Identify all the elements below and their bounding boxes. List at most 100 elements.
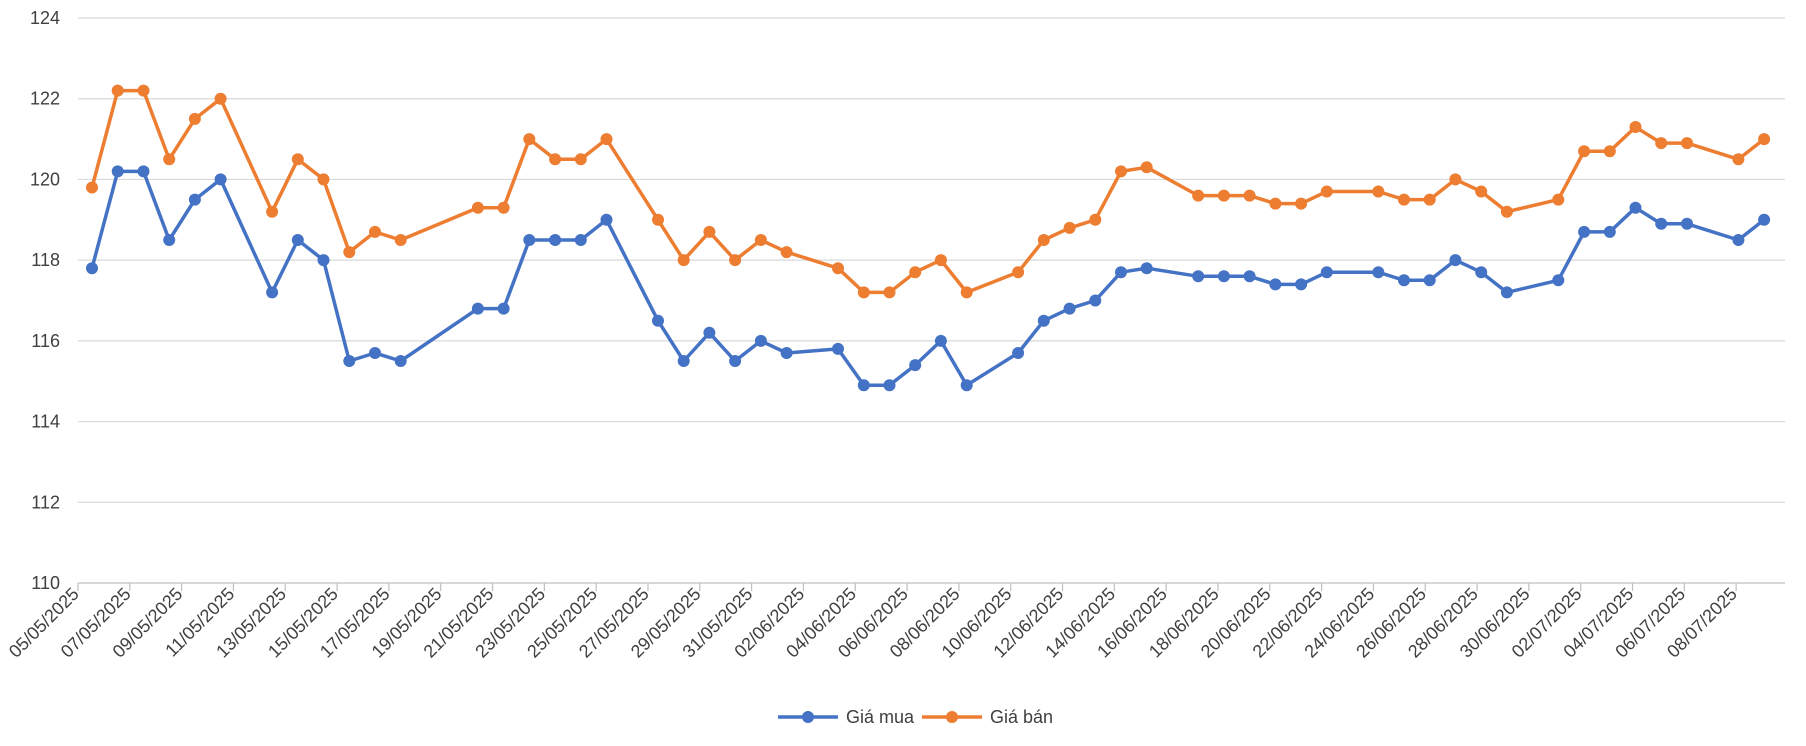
data-point	[1655, 137, 1668, 150]
data-point	[857, 379, 870, 392]
data-point	[1192, 189, 1205, 202]
y-tick-label: 110	[31, 573, 60, 593]
data-point	[832, 342, 844, 355]
data-point	[652, 213, 664, 226]
data-point	[960, 379, 973, 392]
data-point	[1603, 225, 1616, 238]
data-point	[677, 355, 690, 367]
data-point	[1475, 266, 1488, 279]
data-point	[343, 355, 356, 367]
data-point	[1629, 201, 1642, 214]
data-point	[1552, 193, 1565, 206]
data-point	[266, 205, 279, 218]
data-point	[1629, 121, 1642, 133]
data-point	[137, 84, 150, 97]
data-point	[1758, 213, 1771, 226]
x-axis	[77, 583, 1737, 591]
data-point	[523, 234, 536, 246]
data-point	[1423, 193, 1436, 206]
data-point	[600, 133, 613, 146]
y-tick-label: 120	[30, 169, 60, 189]
data-point	[111, 165, 124, 178]
data-point	[1552, 274, 1565, 287]
data-point	[1115, 266, 1127, 279]
data-point	[1578, 225, 1591, 238]
data-point	[574, 234, 587, 246]
data-point	[523, 133, 536, 146]
data-point	[1063, 221, 1076, 234]
data-point	[1217, 189, 1230, 202]
legend-marker-gia-mua	[802, 711, 814, 723]
data-point	[1243, 270, 1256, 283]
series-0	[86, 165, 1771, 392]
data-point	[652, 314, 664, 327]
data-point	[600, 213, 613, 226]
data-point	[394, 355, 407, 367]
data-point	[857, 286, 870, 299]
y-tick-label: 114	[31, 412, 60, 432]
data-point	[1140, 262, 1153, 275]
y-tick-label: 122	[30, 89, 60, 109]
data-point	[188, 112, 201, 125]
data-point	[317, 254, 330, 267]
legend-label-gia-ban: Giá bán	[990, 707, 1053, 727]
data-point	[909, 266, 922, 279]
data-point	[1063, 302, 1076, 315]
data-point	[1140, 161, 1153, 174]
data-point	[1115, 165, 1127, 178]
data-point	[1037, 234, 1050, 246]
series-group	[86, 84, 1771, 392]
data-point	[934, 334, 947, 347]
y-tick-label: 124	[30, 8, 60, 28]
data-point	[780, 246, 793, 259]
data-point	[754, 334, 767, 347]
data-point	[780, 347, 793, 359]
data-point	[1269, 197, 1282, 210]
data-point	[1449, 254, 1462, 267]
data-point	[883, 379, 896, 392]
data-point	[1037, 314, 1050, 327]
data-point	[1398, 193, 1410, 206]
legend-marker-gia-ban	[946, 711, 958, 723]
data-point	[909, 359, 922, 372]
y-tick-label: 118	[31, 250, 60, 270]
data-point	[1758, 133, 1771, 146]
data-point	[1012, 266, 1025, 279]
data-point	[1372, 266, 1385, 279]
data-point	[1217, 270, 1230, 283]
data-point	[1732, 234, 1745, 246]
data-point	[574, 153, 587, 166]
data-point	[754, 234, 767, 246]
data-point	[549, 153, 562, 166]
data-point	[729, 355, 742, 367]
y-tick-label: 112	[31, 492, 60, 512]
series-line	[90, 88, 1766, 295]
data-point	[343, 246, 356, 259]
data-point	[266, 286, 279, 299]
legend: Giá mua Giá bán	[778, 707, 1053, 727]
data-point	[1732, 153, 1745, 166]
y-tick-label: 116	[31, 331, 60, 351]
data-point	[1320, 185, 1333, 198]
data-point	[1012, 347, 1025, 359]
data-point	[214, 173, 227, 186]
data-point	[677, 254, 690, 267]
data-point	[497, 302, 510, 315]
data-point	[1423, 274, 1436, 287]
data-point	[1295, 197, 1308, 210]
data-point	[471, 302, 484, 315]
data-point	[1475, 185, 1488, 198]
data-point	[1681, 217, 1693, 230]
data-point	[703, 225, 716, 238]
data-point	[111, 84, 124, 97]
data-point	[960, 286, 973, 299]
data-point	[317, 173, 330, 186]
data-point	[1500, 205, 1513, 218]
data-point	[1320, 266, 1333, 279]
data-point	[1243, 189, 1256, 202]
legend-label-gia-mua: Giá mua	[846, 707, 915, 727]
data-point	[1398, 274, 1410, 287]
data-point	[1603, 145, 1616, 158]
series-1	[86, 84, 1771, 299]
